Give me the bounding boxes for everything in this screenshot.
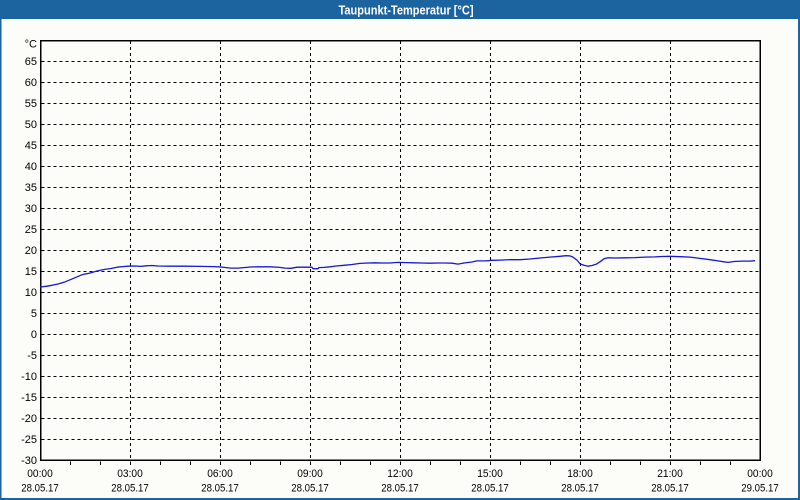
svg-text:29.05.17: 29.05.17: [741, 483, 779, 495]
svg-text:°C: °C: [25, 39, 37, 51]
svg-text:40: 40: [25, 161, 37, 173]
svg-text:10: 10: [25, 287, 37, 299]
svg-text:15:00: 15:00: [477, 468, 503, 480]
svg-text:50: 50: [25, 119, 37, 131]
svg-text:35: 35: [25, 182, 37, 194]
svg-text:0: 0: [31, 329, 37, 341]
svg-text:03:00: 03:00: [117, 468, 143, 480]
svg-text:-5: -5: [27, 350, 37, 362]
svg-text:30: 30: [25, 203, 37, 215]
svg-text:28.05.17: 28.05.17: [111, 483, 149, 495]
svg-text:28.05.17: 28.05.17: [291, 483, 329, 495]
svg-text:28.05.17: 28.05.17: [201, 483, 239, 495]
svg-text:20: 20: [25, 245, 37, 257]
svg-text:45: 45: [25, 140, 37, 152]
svg-text:60: 60: [25, 77, 37, 89]
svg-text:28.05.17: 28.05.17: [21, 483, 59, 495]
svg-text:25: 25: [25, 224, 37, 236]
svg-text:-10: -10: [21, 371, 37, 383]
svg-text:65: 65: [25, 56, 37, 68]
svg-text:Taupunkt-Temperatur [°C]: Taupunkt-Temperatur [°C]: [339, 3, 474, 18]
svg-text:18:00: 18:00: [567, 468, 593, 480]
svg-text:28.05.17: 28.05.17: [651, 483, 689, 495]
svg-text:-25: -25: [21, 434, 37, 446]
svg-text:28.05.17: 28.05.17: [561, 483, 599, 495]
svg-text:00:00: 00:00: [747, 468, 773, 480]
svg-text:28.05.17: 28.05.17: [471, 483, 509, 495]
svg-text:15: 15: [25, 266, 37, 278]
svg-text:-20: -20: [21, 413, 37, 425]
svg-text:55: 55: [25, 98, 37, 110]
svg-text:21:00: 21:00: [657, 468, 683, 480]
svg-text:5: 5: [31, 308, 37, 320]
svg-text:12:00: 12:00: [387, 468, 413, 480]
svg-text:00:00: 00:00: [27, 468, 53, 480]
svg-text:28.05.17: 28.05.17: [381, 483, 419, 495]
svg-text:-30: -30: [21, 455, 37, 467]
svg-text:09:00: 09:00: [297, 468, 323, 480]
svg-text:06:00: 06:00: [207, 468, 233, 480]
svg-text:-15: -15: [21, 392, 37, 404]
